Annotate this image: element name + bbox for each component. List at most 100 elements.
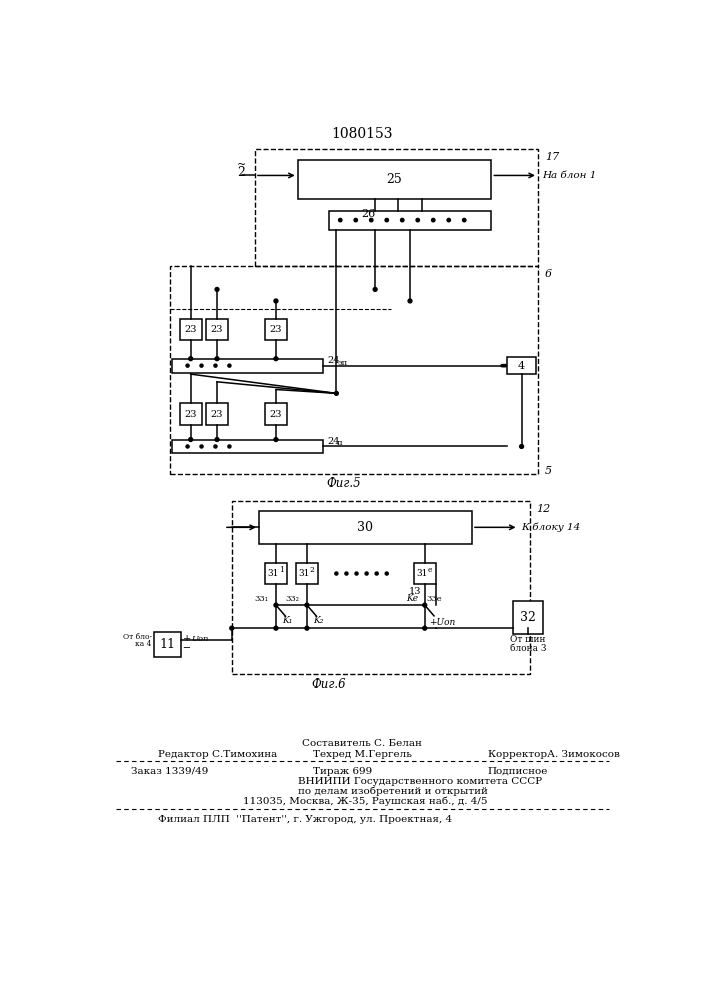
Circle shape xyxy=(408,299,412,303)
Circle shape xyxy=(200,445,203,448)
Text: 23: 23 xyxy=(211,410,223,419)
Text: 31: 31 xyxy=(298,569,310,578)
Text: 13: 13 xyxy=(409,587,421,596)
Circle shape xyxy=(335,572,338,575)
Circle shape xyxy=(354,218,358,222)
Text: 17: 17 xyxy=(545,152,559,162)
Circle shape xyxy=(186,364,189,367)
Bar xyxy=(154,632,182,657)
Circle shape xyxy=(385,218,388,222)
Circle shape xyxy=(230,626,234,630)
Text: ~: ~ xyxy=(236,160,245,170)
Bar xyxy=(172,440,323,453)
Circle shape xyxy=(334,391,339,395)
Circle shape xyxy=(370,218,373,222)
Text: п: п xyxy=(337,439,343,447)
Text: эп: эп xyxy=(337,359,347,367)
Text: 6: 6 xyxy=(545,269,552,279)
Text: +Uоп: +Uоп xyxy=(428,618,455,627)
Circle shape xyxy=(274,299,278,303)
Text: Филиал ПЛП  ''Патент'', г. Ужгород, ул. Проектная, 4: Филиал ПЛП ''Патент'', г. Ужгород, ул. П… xyxy=(158,815,452,824)
Bar xyxy=(513,601,542,634)
Text: 113035, Москва, Ж-35, Раушская наб., д. 4/5: 113035, Москва, Ж-35, Раушская наб., д. … xyxy=(243,797,488,806)
Text: 2: 2 xyxy=(310,566,315,574)
Text: 12: 12 xyxy=(537,504,551,514)
Text: От бло-: От бло- xyxy=(123,633,152,641)
Circle shape xyxy=(345,572,348,575)
Bar xyxy=(170,266,538,474)
Circle shape xyxy=(401,218,404,222)
Text: 5: 5 xyxy=(545,466,552,476)
Text: 30: 30 xyxy=(357,521,373,534)
Bar xyxy=(259,511,472,544)
Circle shape xyxy=(416,218,419,222)
Circle shape xyxy=(189,357,192,361)
Text: 11: 11 xyxy=(159,638,175,651)
Circle shape xyxy=(375,572,378,575)
Circle shape xyxy=(214,364,217,367)
Circle shape xyxy=(365,572,368,575)
Text: блона 3: блона 3 xyxy=(510,644,546,653)
Bar xyxy=(265,563,287,584)
Text: Составитель С. Белан: Составитель С. Белан xyxy=(302,739,422,748)
Circle shape xyxy=(189,438,192,441)
Circle shape xyxy=(431,218,435,222)
Bar xyxy=(255,149,538,266)
Text: 1: 1 xyxy=(279,566,284,574)
Text: 25: 25 xyxy=(387,173,402,186)
Bar xyxy=(414,563,436,584)
Bar xyxy=(265,319,287,340)
Text: От шин: От шин xyxy=(510,635,546,644)
Text: На блон 1: На блон 1 xyxy=(542,171,596,180)
Circle shape xyxy=(462,218,466,222)
Bar xyxy=(206,403,228,425)
Text: 23: 23 xyxy=(269,410,282,419)
Circle shape xyxy=(200,364,203,367)
Circle shape xyxy=(504,364,506,367)
Text: Заказ 1339/49: Заказ 1339/49 xyxy=(131,767,209,776)
Text: Тираж 699: Тираж 699 xyxy=(313,767,373,776)
Text: ─: ─ xyxy=(183,644,189,653)
Bar xyxy=(180,319,201,340)
Bar xyxy=(180,403,201,425)
Circle shape xyxy=(305,626,309,630)
Text: 2: 2 xyxy=(237,166,245,179)
Bar xyxy=(329,211,491,230)
Circle shape xyxy=(274,357,278,361)
Text: Редактор С.Тимохина: Редактор С.Тимохина xyxy=(158,750,277,759)
Text: Фиг.6: Фиг.6 xyxy=(311,678,346,691)
Text: Подписное: Подписное xyxy=(488,767,548,776)
Text: 31: 31 xyxy=(267,569,279,578)
Text: е: е xyxy=(428,566,433,574)
Text: +: + xyxy=(183,634,191,643)
Circle shape xyxy=(373,287,377,291)
Text: 31: 31 xyxy=(416,569,427,578)
Circle shape xyxy=(274,626,278,630)
Circle shape xyxy=(186,445,189,448)
Text: КорректорА. Зимокосов: КорректорА. Зимокосов xyxy=(488,750,619,759)
Circle shape xyxy=(215,438,219,441)
Bar xyxy=(265,403,287,425)
Text: 23: 23 xyxy=(185,325,197,334)
Text: 23: 23 xyxy=(185,410,197,419)
Circle shape xyxy=(385,572,388,575)
Circle shape xyxy=(228,445,231,448)
Circle shape xyxy=(228,364,231,367)
Circle shape xyxy=(503,364,505,367)
Circle shape xyxy=(215,287,219,291)
Circle shape xyxy=(305,603,309,607)
Text: ка 4: ка 4 xyxy=(136,640,152,648)
Bar xyxy=(296,563,317,584)
Bar xyxy=(172,359,323,373)
Bar xyxy=(232,501,530,674)
Text: ВНИИПИ Государственного комитета СССР: ВНИИПИ Государственного комитета СССР xyxy=(298,777,542,786)
Circle shape xyxy=(214,445,217,448)
Text: Uоп: Uоп xyxy=(192,635,209,643)
Text: K₂: K₂ xyxy=(313,616,324,625)
Bar xyxy=(206,319,228,340)
Circle shape xyxy=(339,218,342,222)
Text: 24: 24 xyxy=(328,356,340,365)
Circle shape xyxy=(501,364,503,367)
Text: 33₁: 33₁ xyxy=(255,595,268,603)
Text: К блоку 14: К блоку 14 xyxy=(521,523,580,532)
